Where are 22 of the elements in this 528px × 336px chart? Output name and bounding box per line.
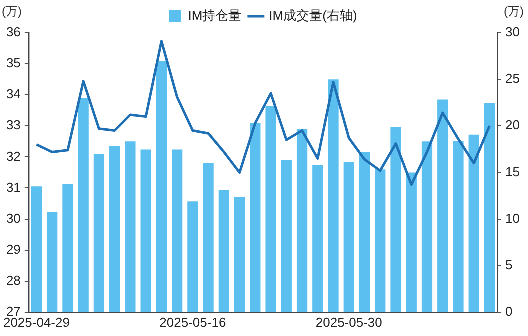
y2-tick-label: 15 [506,164,520,180]
y-axis-title: (万) [2,4,22,18]
x-tick-label: 2025-05-16 [160,314,226,330]
y2-tick-label: 0 [506,304,513,319]
y-tick-label: 36 [6,24,21,40]
y-tick-label: 30 [6,210,21,226]
y2-tick-label: 10 [506,210,520,226]
x-tick-label: 2025-05-30 [316,314,382,330]
y-tick-label: 35 [6,56,21,71]
legend-label: IM持仓量 [188,8,242,24]
y-tick-label: 31 [6,180,21,195]
legend-label: IM成交量(右轴) [269,8,358,24]
y2-tick-label: 30 [506,24,520,40]
y-tick-label: 29 [6,242,21,257]
y-tick-label: 28 [6,272,21,288]
y-tick-label: 32 [6,148,21,164]
y-tick-label: 33 [6,118,21,133]
y2-tick-label: 5 [506,257,513,272]
y2-tick-label: 20 [506,118,520,133]
y-tick-label: 34 [6,86,21,102]
y2-axis-title: (万) [504,4,524,18]
y2-tick-label: 25 [506,71,520,86]
